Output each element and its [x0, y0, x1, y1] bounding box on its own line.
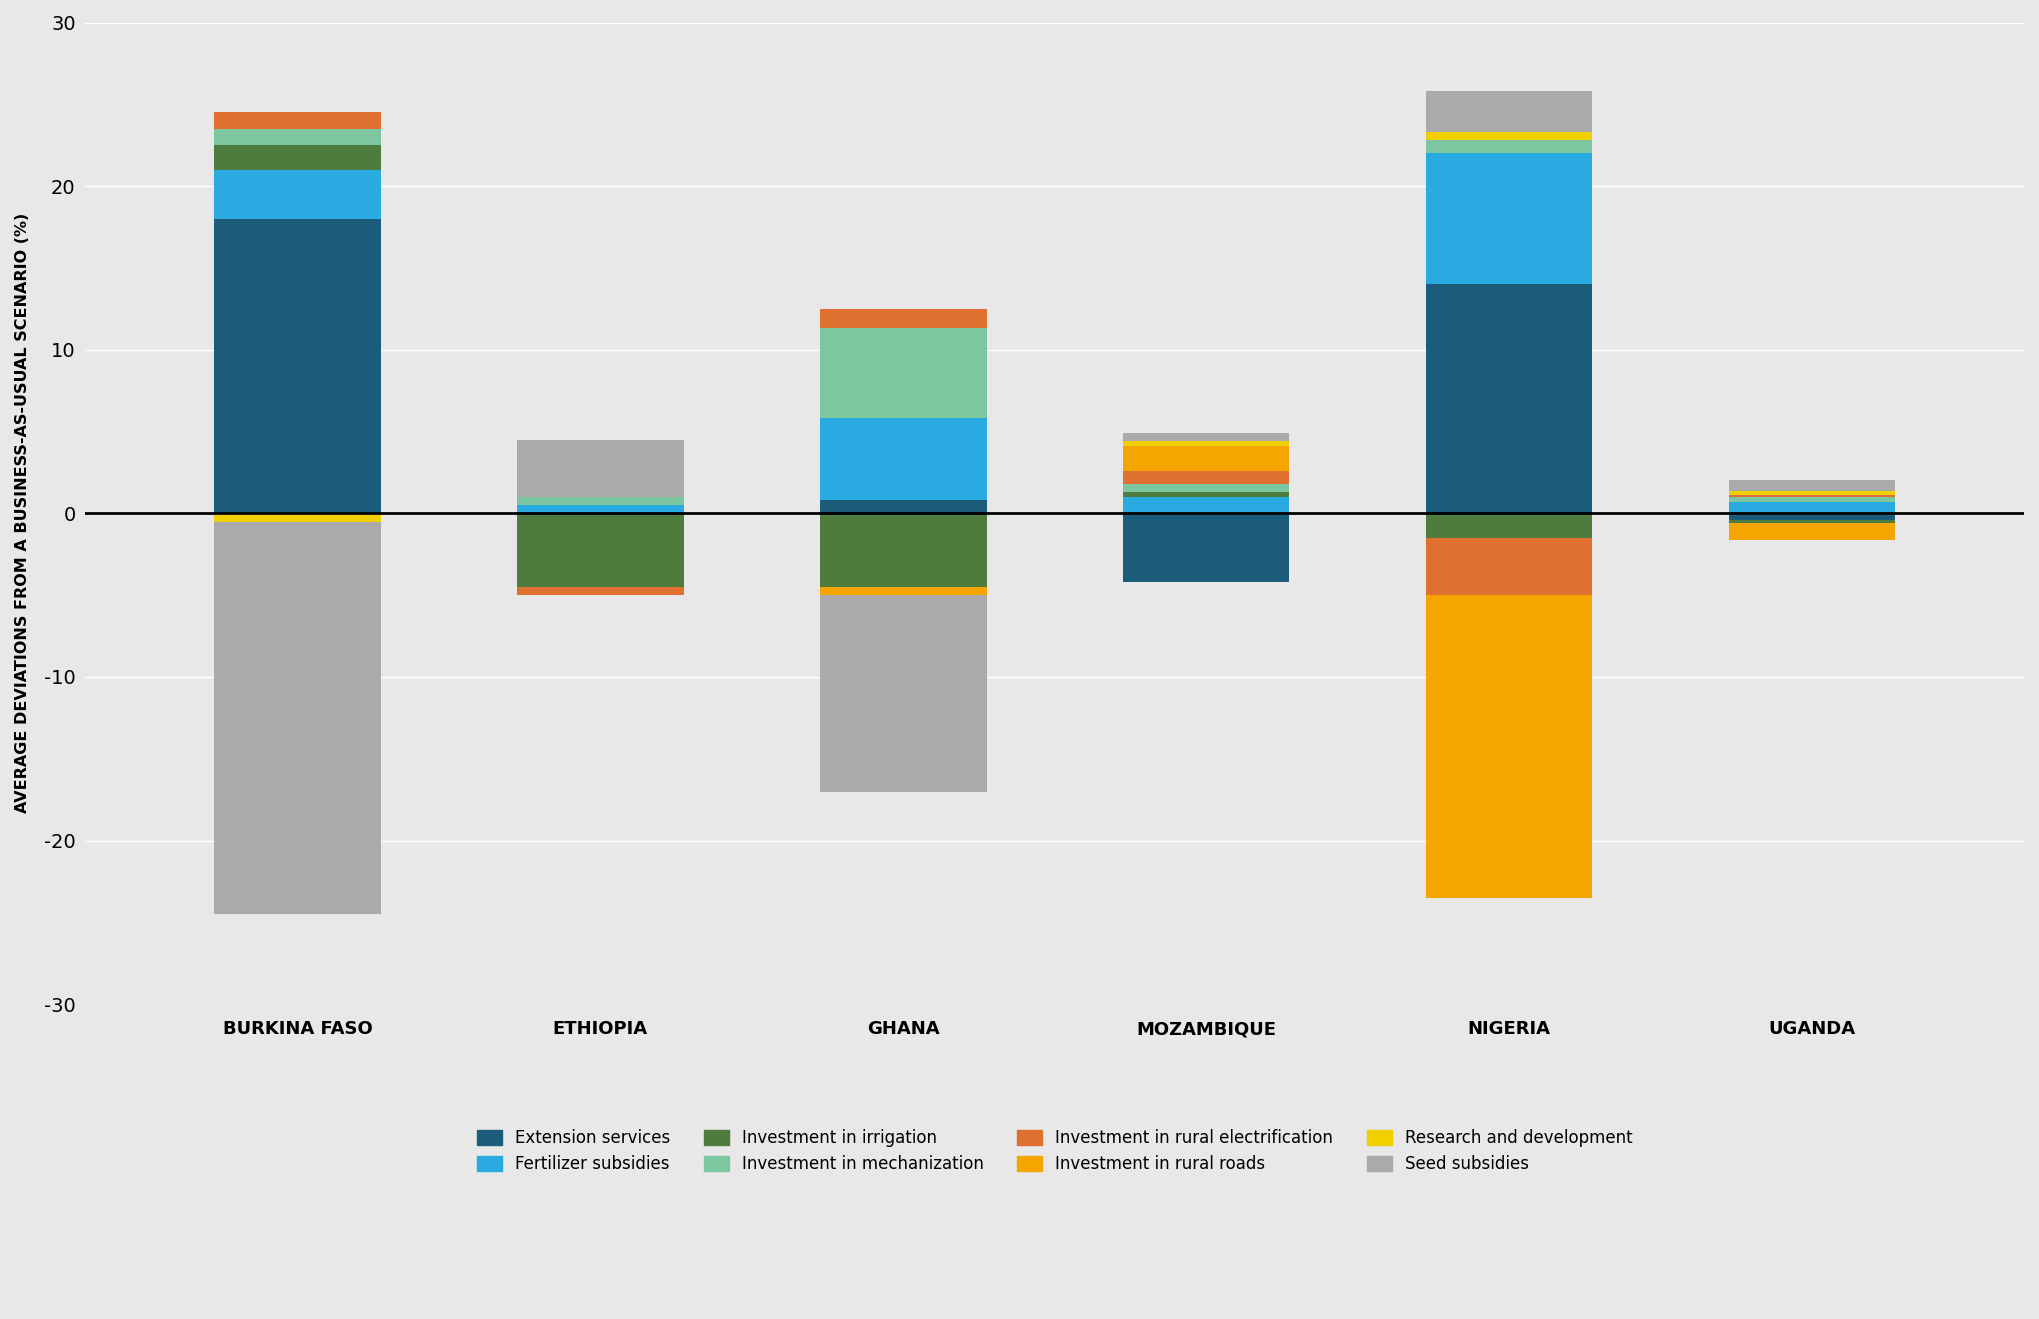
- Bar: [214, 513, 381, 521]
- Bar: [820, 328, 987, 418]
- Y-axis label: AVERAGE DEVIATIONS FROM A BUSINESS-AS-USUAL SCENARIO (%): AVERAGE DEVIATIONS FROM A BUSINESS-AS-US…: [14, 214, 31, 814]
- Bar: [1425, 538, 1592, 595]
- Bar: [214, 521, 381, 914]
- Bar: [820, 587, 987, 595]
- Bar: [1729, 520, 1896, 524]
- Bar: [1123, 446, 1289, 471]
- Bar: [1123, 442, 1289, 446]
- Bar: [1425, 140, 1592, 153]
- Bar: [1123, 433, 1289, 442]
- Bar: [1425, 91, 1592, 132]
- Bar: [1123, 484, 1289, 492]
- Bar: [1425, 153, 1592, 285]
- Bar: [214, 219, 381, 513]
- Bar: [1729, 503, 1896, 513]
- Bar: [820, 513, 987, 587]
- Bar: [1729, 480, 1896, 491]
- Bar: [1729, 491, 1896, 495]
- Bar: [1123, 513, 1289, 582]
- Bar: [214, 170, 381, 219]
- Bar: [214, 129, 381, 145]
- Bar: [1729, 497, 1896, 503]
- Bar: [214, 145, 381, 170]
- Bar: [518, 439, 683, 497]
- Bar: [820, 500, 987, 513]
- Bar: [1425, 285, 1592, 513]
- Bar: [518, 497, 683, 505]
- Bar: [1123, 492, 1289, 497]
- Bar: [214, 112, 381, 129]
- Bar: [1123, 497, 1289, 513]
- Bar: [1425, 595, 1592, 898]
- Bar: [820, 418, 987, 500]
- Bar: [1729, 495, 1896, 497]
- Bar: [1123, 471, 1289, 484]
- Bar: [1729, 524, 1896, 539]
- Bar: [820, 309, 987, 328]
- Bar: [1425, 513, 1592, 538]
- Bar: [1729, 513, 1896, 520]
- Bar: [820, 595, 987, 791]
- Bar: [518, 505, 683, 513]
- Legend: Extension services, Fertilizer subsidies, Investment in irrigation, Investment i: Extension services, Fertilizer subsidies…: [469, 1121, 1641, 1182]
- Bar: [1425, 132, 1592, 140]
- Bar: [518, 513, 683, 587]
- Bar: [518, 587, 683, 595]
